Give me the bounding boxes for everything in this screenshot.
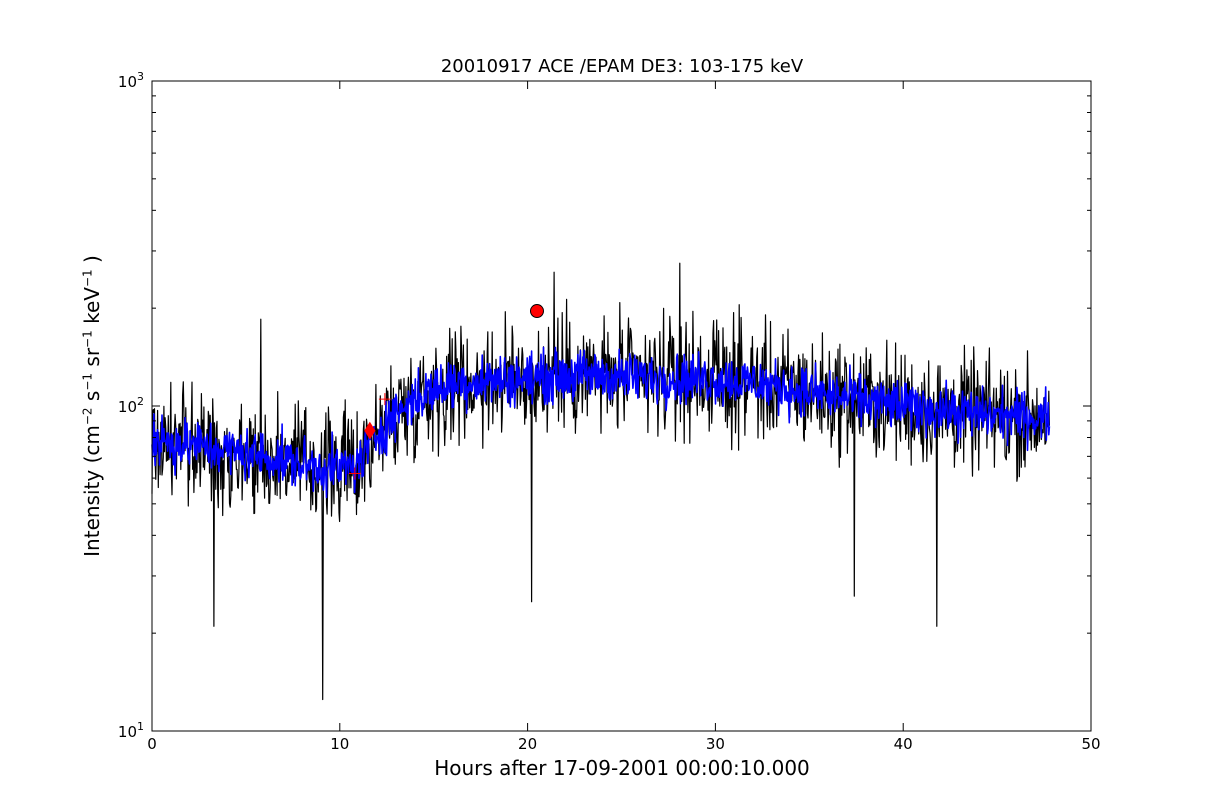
marker-plus-3	[378, 393, 391, 406]
y-axis-label-prefix: Intensity (cm	[80, 425, 104, 557]
y-axis-label-mid3: keV	[80, 287, 104, 331]
marker-plus-2	[348, 467, 361, 480]
y-tick-label-exponent: 3	[137, 70, 144, 83]
y-axis-label-mid2: sr	[80, 347, 104, 373]
x-tick-label: 40	[894, 735, 913, 753]
series-line-1	[151, 346, 1051, 499]
x-tick-label: 50	[1081, 735, 1100, 753]
y-axis-label-exp4: −1	[80, 269, 95, 288]
y-tick-label: 102	[118, 395, 144, 416]
y-tick-label-exponent: 2	[137, 395, 144, 408]
marker-circle-0	[529, 304, 544, 319]
x-tick-label: 10	[330, 735, 349, 753]
y-axis-label-exp3: −1	[80, 330, 95, 348]
x-tick-label: 30	[706, 735, 725, 753]
chart-title: 20010917 ACE /EPAM DE3: 103-175 keV	[440, 56, 804, 77]
x-axis-label: Hours after 17-09-2001 00:00:10.000	[434, 756, 810, 780]
x-tick-label: 20	[518, 735, 537, 753]
series-line-0	[151, 262, 1050, 701]
y-axis-label-suffix: )	[80, 255, 104, 270]
y-axis-label-mid1: s	[80, 390, 104, 408]
y-axis-label-exp2: −1	[80, 372, 95, 391]
x-tick-label: 0	[147, 735, 157, 753]
marker-diamond-1	[364, 421, 376, 440]
y-tick-label-exponent: 1	[137, 720, 144, 733]
y-axis-label-exp1: −2	[80, 407, 95, 426]
y-axis-label: Intensity (cm−2 s−1 sr−1 keV−1 )	[80, 255, 104, 557]
y-tick-label: 101	[118, 720, 144, 741]
y-tick-label: 103	[118, 70, 144, 91]
